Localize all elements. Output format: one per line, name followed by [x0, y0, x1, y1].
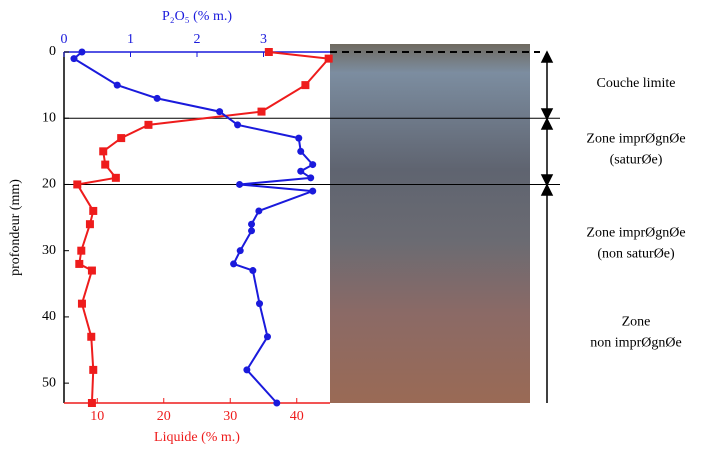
point: [256, 300, 264, 308]
y-tick-label: 30: [42, 243, 56, 258]
point: [324, 54, 333, 63]
zone-label: Couche limite: [597, 76, 676, 91]
point: [301, 81, 310, 90]
x2-tick-label: 1: [127, 32, 134, 47]
zone-label: Zone imprØgnØe: [586, 132, 685, 147]
point: [273, 399, 281, 407]
point: [255, 207, 263, 215]
point: [77, 299, 86, 308]
x2-axis-title: P₂O₅ (% m.): [162, 9, 232, 24]
zone-label: (saturØe): [610, 153, 663, 168]
point: [257, 107, 266, 116]
point: [70, 55, 78, 63]
point: [87, 399, 96, 407]
point: [297, 147, 305, 155]
point: [236, 247, 244, 255]
point: [295, 134, 303, 142]
y-tick-label: 10: [42, 110, 56, 125]
y-axis-title: profondeur (mm): [8, 179, 23, 276]
x2-tick-label: 0: [61, 32, 68, 47]
point: [307, 174, 315, 182]
zone-label: (non saturØe): [597, 247, 675, 262]
point: [144, 120, 153, 129]
point: [87, 332, 96, 341]
profile-line: [75, 51, 331, 404]
point: [264, 48, 273, 56]
point: [117, 134, 126, 143]
point: [234, 121, 242, 129]
x-axis-title: Liquide (% m.): [154, 430, 240, 445]
point: [89, 365, 98, 374]
point: [216, 108, 224, 116]
zone-label: Zone imprØgnØe: [586, 226, 685, 241]
point: [248, 220, 256, 228]
x-tick-label: 20: [157, 409, 171, 424]
point: [249, 267, 257, 275]
x2-tick-label: 3: [260, 32, 267, 47]
point: [101, 160, 110, 169]
point: [89, 206, 98, 215]
point: [87, 266, 96, 275]
point: [78, 48, 86, 56]
point: [153, 94, 161, 102]
x-tick-label: 30: [223, 409, 237, 424]
point: [77, 246, 86, 255]
x2-tick-label: 2: [194, 32, 201, 47]
point: [236, 180, 244, 188]
sample-photo: [330, 44, 530, 403]
y-tick-label: 0: [49, 44, 56, 59]
zone-arrows: [540, 50, 554, 403]
point: [309, 161, 317, 169]
profile-line: [72, 51, 315, 404]
point: [99, 147, 108, 156]
point: [75, 259, 84, 268]
point: [263, 333, 271, 341]
point: [230, 260, 238, 268]
x-tick-label: 40: [290, 409, 304, 424]
point: [85, 220, 94, 229]
point: [243, 366, 251, 374]
point: [309, 187, 317, 195]
point: [297, 167, 305, 175]
point: [111, 173, 120, 182]
zone-label: non imprØgnØe: [590, 336, 681, 351]
point: [73, 180, 82, 189]
y-tick-label: 20: [42, 177, 56, 192]
x-tick-label: 10: [90, 409, 104, 424]
y-tick-label: 40: [42, 309, 56, 324]
point: [113, 81, 121, 89]
point: [248, 227, 256, 235]
y-tick-label: 50: [42, 375, 56, 390]
zone-label: Zone: [622, 315, 651, 330]
